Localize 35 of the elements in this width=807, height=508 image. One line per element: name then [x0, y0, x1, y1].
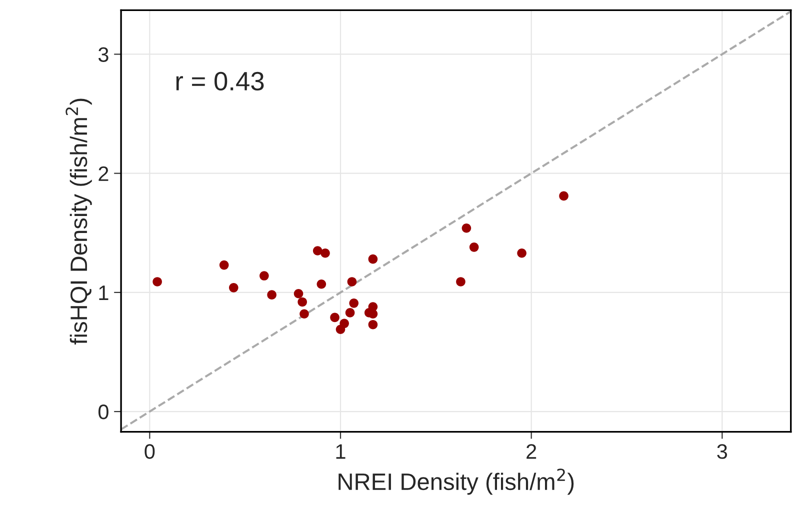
point: [316, 279, 326, 289]
point: [260, 271, 269, 280]
x-tick-label: 0: [144, 444, 155, 459]
point: [267, 290, 276, 300]
point: [517, 248, 526, 258]
point: [462, 223, 472, 233]
y-tick-label: 3: [98, 47, 108, 62]
point: [469, 242, 479, 252]
point: [330, 312, 340, 322]
point: [340, 318, 349, 328]
point: [456, 277, 466, 286]
x-tick-label: 3: [717, 444, 728, 459]
y-tick-label: 2: [98, 166, 108, 181]
point: [152, 277, 162, 286]
y-tick-label: 1: [99, 286, 108, 300]
point: [300, 309, 309, 319]
point: [349, 298, 359, 308]
point: [312, 246, 322, 256]
y-axis-title: fisHQI Density (fish/m$^{2}$): [66, 98, 92, 344]
point: [228, 283, 238, 292]
x-tick-label: 2: [526, 444, 536, 459]
point: [559, 191, 568, 201]
point: [345, 308, 355, 318]
point: [368, 254, 378, 264]
point: [298, 297, 307, 307]
x-axis-title: NREI Density (fish/m$^{2}$): [338, 468, 574, 495]
point: [219, 260, 229, 270]
point: [320, 248, 330, 258]
point: [368, 309, 378, 319]
x-tick-label: 1: [336, 444, 346, 459]
annotation: r = 0.43: [176, 72, 264, 91]
y-tick-label: 0: [98, 404, 108, 420]
point: [368, 320, 378, 330]
point: [294, 288, 304, 298]
point: [347, 277, 357, 286]
